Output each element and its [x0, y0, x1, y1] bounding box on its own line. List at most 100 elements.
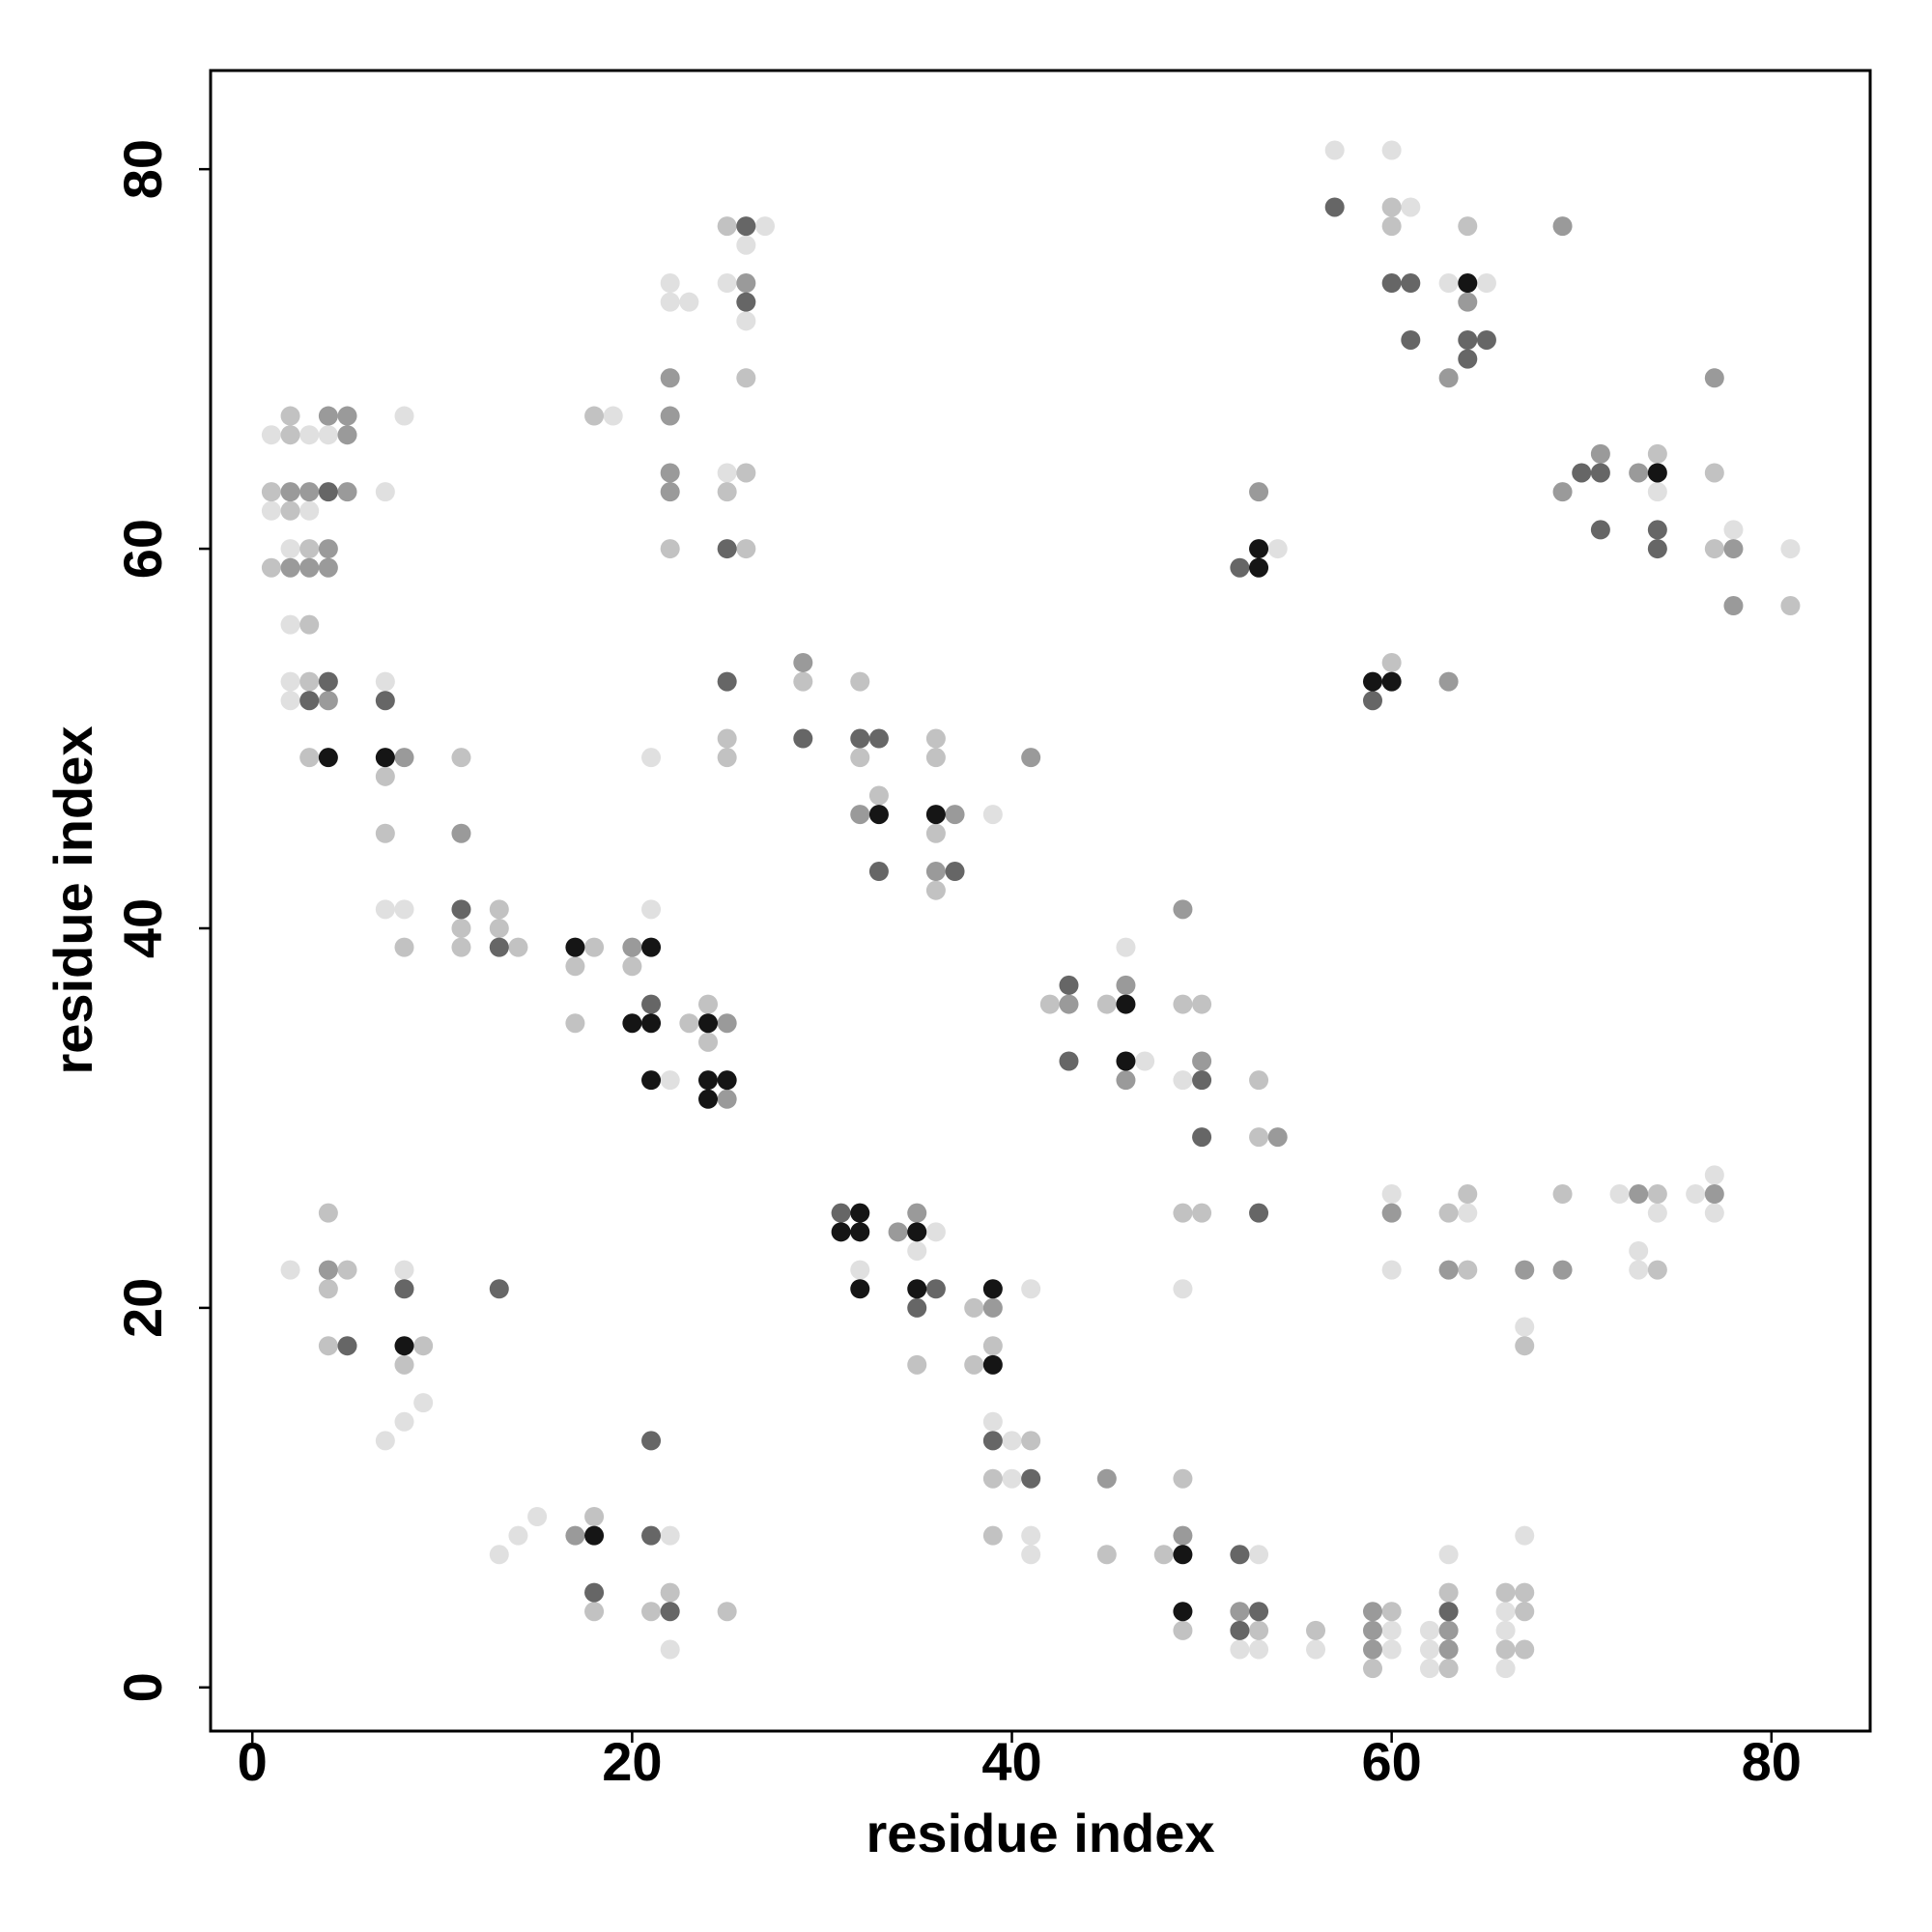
point [337, 1336, 357, 1356]
point [280, 539, 300, 559]
point [1458, 349, 1478, 369]
point [1116, 975, 1136, 995]
point [1552, 1260, 1573, 1280]
point [717, 539, 737, 559]
point [1192, 1051, 1212, 1071]
point [1458, 1260, 1478, 1280]
point [717, 1013, 737, 1034]
point [1438, 1659, 1459, 1679]
point [1686, 1184, 1706, 1205]
point [1438, 1203, 1459, 1223]
point [1647, 482, 1667, 502]
point [584, 1507, 605, 1527]
point [1362, 1639, 1382, 1660]
y-tick-label: 0 [112, 1672, 173, 1702]
point [1438, 1260, 1459, 1280]
point [261, 500, 281, 521]
point [641, 1431, 662, 1451]
point [717, 748, 737, 768]
point [1381, 671, 1402, 692]
point [1515, 1525, 1535, 1546]
point [375, 691, 395, 711]
x-axis-label: residue index [866, 1803, 1214, 1863]
point [736, 216, 756, 237]
point [1116, 1070, 1136, 1091]
point [375, 482, 395, 502]
point [489, 937, 509, 957]
point [679, 292, 699, 312]
point [1096, 994, 1117, 1014]
point [375, 823, 395, 843]
point [1438, 273, 1459, 294]
point [1059, 975, 1079, 995]
point [717, 482, 737, 502]
point [888, 1222, 908, 1242]
point [280, 614, 300, 635]
point [982, 1297, 1003, 1318]
point [982, 1411, 1003, 1432]
x-tick-label: 40 [981, 1731, 1041, 1792]
point [945, 862, 965, 882]
point [1173, 899, 1193, 920]
point [850, 671, 870, 692]
point [1173, 1620, 1193, 1640]
point [925, 748, 946, 768]
point [1590, 443, 1610, 464]
point [660, 1582, 680, 1603]
point [527, 1507, 548, 1527]
point [736, 368, 756, 388]
point [1629, 463, 1649, 483]
point [299, 539, 320, 559]
point [1458, 273, 1478, 294]
point [1629, 1184, 1649, 1205]
point [1021, 1279, 1041, 1299]
point [1021, 748, 1041, 768]
point [1704, 463, 1724, 483]
point [793, 671, 813, 692]
point [1306, 1620, 1326, 1640]
point [641, 1602, 662, 1622]
point [1021, 1525, 1041, 1546]
point [982, 805, 1003, 825]
point [1438, 1545, 1459, 1565]
point [622, 937, 642, 957]
point [660, 539, 680, 559]
point [850, 728, 870, 749]
point [1267, 539, 1288, 559]
point [1381, 216, 1402, 237]
point [660, 1602, 680, 1622]
point [1249, 1127, 1269, 1148]
point [451, 918, 471, 938]
point [641, 937, 662, 957]
point [964, 1297, 984, 1318]
point [736, 539, 756, 559]
point [717, 728, 737, 749]
point [413, 1336, 434, 1356]
point [413, 1393, 434, 1413]
point [1362, 1659, 1382, 1679]
point [584, 1582, 605, 1603]
point [1173, 1279, 1193, 1299]
point [793, 728, 813, 749]
point [907, 1279, 927, 1299]
point [1249, 1620, 1269, 1640]
point [641, 1525, 662, 1546]
point [698, 994, 719, 1014]
point [1192, 994, 1212, 1014]
point [1647, 520, 1667, 540]
point [660, 1070, 680, 1091]
point [565, 937, 585, 957]
point [318, 482, 338, 502]
point [584, 1525, 605, 1546]
point [280, 671, 300, 692]
point [299, 557, 320, 578]
point [1116, 994, 1136, 1014]
plot-frame [209, 69, 1872, 1733]
point [1704, 368, 1724, 388]
point [1362, 671, 1382, 692]
point [1780, 596, 1801, 616]
point [1495, 1602, 1516, 1622]
point [717, 1070, 737, 1091]
point [1192, 1070, 1212, 1091]
point [1173, 1203, 1193, 1223]
